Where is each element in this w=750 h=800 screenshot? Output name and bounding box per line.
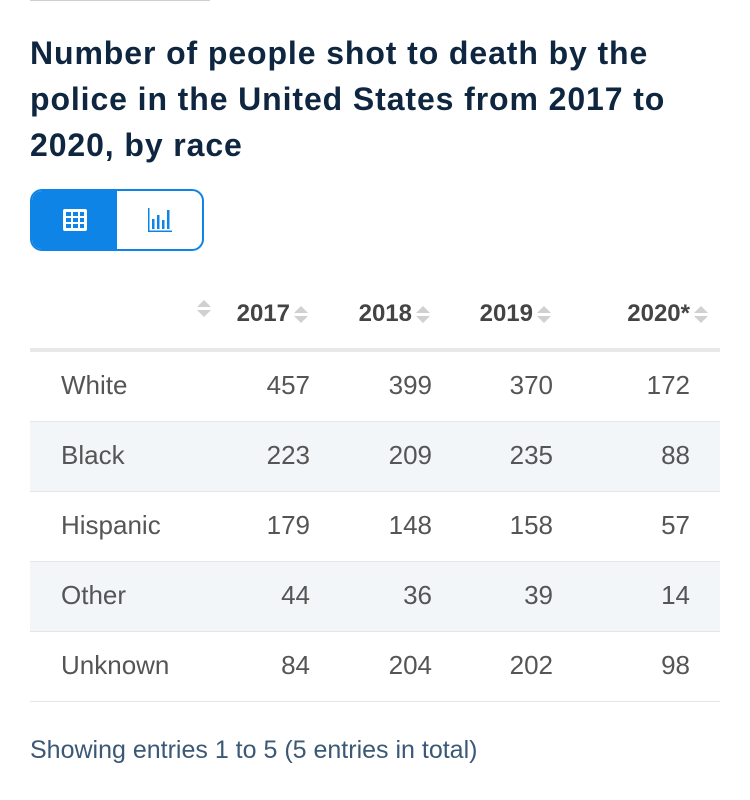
cell-value: 179: [266, 510, 310, 540]
cell-value: 98: [661, 650, 690, 680]
sort-label-column[interactable]: [193, 300, 211, 317]
column-header[interactable]: 2018: [359, 300, 430, 328]
page-title: Number of people shot to death by the po…: [30, 35, 666, 163]
table-row: Black 223 209 235 88: [30, 422, 720, 492]
cell-value: 204: [388, 650, 432, 680]
entries-info: Showing entries 1 to 5 (5 entries in tot…: [30, 736, 478, 764]
column-header[interactable]: 2017: [237, 300, 308, 328]
cell-value: 235: [509, 440, 553, 470]
sort-icon: [537, 305, 551, 323]
column-header[interactable]: 2020*: [627, 300, 708, 328]
sort-icon: [294, 305, 308, 323]
row-label: Hispanic: [61, 510, 161, 540]
cell-value: 209: [388, 440, 432, 470]
column-label: 2017: [236, 300, 290, 327]
cell-value: 370: [509, 370, 553, 400]
table-row: Unknown 84 204 202 98: [30, 632, 720, 702]
column-label: 2018: [358, 300, 412, 327]
column-label: 2020*: [627, 300, 690, 327]
cell-value: 172: [646, 370, 690, 400]
cell-value: 202: [509, 650, 553, 680]
sort-icon: [197, 300, 211, 317]
table-icon: [62, 209, 87, 231]
table-header: 2017 2018 2019 2020*: [30, 290, 720, 352]
sort-icon: [416, 305, 430, 323]
table-view-button[interactable]: [32, 191, 117, 249]
row-label: Other: [61, 580, 127, 610]
row-label: Black: [61, 440, 125, 470]
bar-chart-icon: [147, 208, 172, 232]
cell-value: 44: [281, 580, 310, 610]
table-row: Hispanic 179 148 158 57: [30, 492, 720, 562]
cell-value: 148: [388, 510, 432, 540]
table-body: White 457 399 370 172 Black 223 209 235 …: [30, 352, 720, 702]
cell-value: 57: [661, 510, 690, 540]
cell-value: 158: [509, 510, 553, 540]
cell-value: 84: [281, 650, 310, 680]
column-label: 2019: [479, 300, 533, 327]
view-toggle: [30, 189, 204, 251]
cell-value: 399: [388, 370, 432, 400]
table-row: White 457 399 370 172: [30, 352, 720, 422]
cell-value: 14: [661, 580, 690, 610]
row-label: White: [61, 370, 128, 400]
cell-value: 223: [266, 440, 310, 470]
table-row: Other 44 36 39 14: [30, 562, 720, 632]
cell-value: 457: [266, 370, 310, 400]
cell-value: 39: [524, 580, 553, 610]
chart-view-button[interactable]: [117, 191, 202, 249]
sort-icon: [694, 305, 708, 323]
top-divider: [30, 0, 210, 1]
column-header[interactable]: 2019: [480, 300, 551, 328]
cell-value: 36: [403, 580, 432, 610]
cell-value: 88: [661, 440, 690, 470]
row-label: Unknown: [61, 650, 170, 680]
